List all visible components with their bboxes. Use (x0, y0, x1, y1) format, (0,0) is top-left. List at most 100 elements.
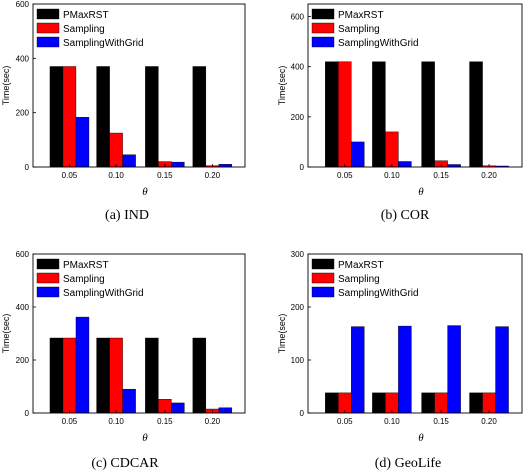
y-tick-label: 600 (291, 13, 305, 22)
legend-swatch (311, 272, 335, 284)
x-tick-label: 0.15 (433, 417, 449, 426)
x-tick-label: 0.20 (205, 171, 221, 180)
bar (372, 61, 386, 168)
x-tick-label: 0.10 (108, 171, 124, 180)
x-axis-label: θ (142, 186, 148, 198)
bar (145, 337, 159, 414)
legend-label: PMaxRST (338, 260, 384, 271)
x-tick-label: 0.10 (384, 171, 400, 180)
bar (96, 66, 110, 168)
bar (171, 161, 185, 168)
legend-swatch (36, 286, 60, 298)
panel-caption: (d) GeoLife (375, 456, 441, 470)
bar (398, 161, 412, 168)
x-axis-label: θ (418, 186, 424, 198)
y-tick-label: 200 (16, 356, 30, 365)
y-tick-label: 0 (25, 409, 30, 418)
y-tick-label: 200 (16, 109, 30, 118)
bar (469, 392, 483, 414)
bar (218, 407, 233, 414)
bar (351, 141, 365, 168)
legend-label: Sampling (63, 24, 105, 35)
x-tick-label: 0.05 (62, 417, 78, 426)
bar (109, 132, 123, 168)
x-tick-label: 0.05 (337, 417, 353, 426)
chart-panel-2: 0.05 0.10 0.15 0.20 0 200 400 600 Time(sec) θ PMax… (277, 3, 523, 223)
legend-label: PMaxRST (338, 10, 384, 21)
bar (325, 61, 339, 168)
chart-panel-3: 0.05 0.10 0.15 0.20 0 200 400 600 Time(sec) θ PMax… (1, 250, 246, 470)
x-tick-label: 0.05 (62, 171, 78, 180)
legend-label: SamplingWithGrid (63, 288, 144, 299)
bar (372, 392, 386, 414)
legend-swatch (36, 8, 60, 20)
bar (421, 61, 435, 168)
panel-caption: (c) CDCAR (91, 456, 159, 470)
chart-panel-1: 0.05 0.10 0.15 0.20 0 200 400 600 Time(sec) θ PMax… (1, 0, 246, 223)
bar (75, 117, 90, 168)
bar (469, 61, 483, 168)
y-axis-label: Time(sec) (277, 66, 287, 106)
bar (338, 392, 352, 414)
y-axis-label: Time(sec) (1, 66, 11, 106)
y-tick-label: 100 (291, 356, 305, 365)
y-tick-label: 400 (16, 303, 30, 312)
bar (62, 66, 77, 168)
bar (325, 392, 339, 414)
bar (145, 66, 159, 168)
legend-swatch (36, 22, 60, 34)
bar (495, 326, 509, 414)
bar (109, 337, 123, 414)
legend-swatch (311, 258, 335, 270)
bar (447, 325, 461, 414)
bar (351, 326, 365, 414)
y-axis-label: Time(sec) (277, 314, 287, 354)
legend-label: PMaxRST (63, 10, 109, 21)
legend-label: PMaxRST (63, 260, 109, 271)
legend-label: Sampling (63, 274, 105, 285)
y-tick-label: 400 (16, 54, 30, 63)
bar (338, 61, 352, 168)
y-tick-label: 300 (291, 250, 305, 259)
x-tick-label: 0.20 (481, 171, 497, 180)
bar (75, 316, 90, 414)
bar (192, 66, 207, 168)
chart-panel-4: 0.05 0.10 0.15 0.20 0 100 200 300 Time(sec) θ PMax… (277, 250, 523, 470)
bar (96, 337, 110, 414)
y-axis-label: Time(sec) (1, 314, 11, 354)
legend-swatch (311, 22, 335, 34)
legend-label: SamplingWithGrid (338, 288, 419, 299)
plot-frame (32, 253, 246, 414)
legend-label: SamplingWithGrid (63, 38, 144, 49)
x-tick-label: 0.20 (481, 417, 497, 426)
y-tick-label: 200 (291, 303, 305, 312)
legend-swatch (36, 36, 60, 48)
y-tick-label: 400 (291, 63, 305, 72)
panel-caption: (b) COR (381, 208, 430, 223)
panel-caption: (a) IND (105, 208, 149, 223)
legend-swatch (311, 36, 335, 48)
x-axis-label: θ (418, 432, 424, 444)
x-tick-label: 0.05 (337, 171, 353, 180)
plot-frame (32, 3, 246, 168)
legend-swatch (36, 272, 60, 284)
legend-label: SamplingWithGrid (338, 38, 419, 49)
y-tick-label: 0 (25, 163, 30, 172)
x-tick-label: 0.10 (384, 417, 400, 426)
bar (122, 154, 136, 168)
bar (122, 388, 136, 414)
bar (398, 325, 412, 414)
legend-label: Sampling (338, 274, 380, 285)
x-tick-label: 0.15 (157, 417, 173, 426)
x-axis-label: θ (142, 432, 148, 444)
legend-swatch (36, 258, 60, 270)
legend-label: Sampling (338, 24, 380, 35)
bar (192, 337, 207, 414)
y-tick-label: 0 (300, 163, 305, 172)
y-tick-label: 0 (300, 409, 305, 418)
bar (171, 402, 185, 414)
legend-swatch (311, 8, 335, 20)
bar (62, 337, 77, 414)
bar (49, 66, 64, 168)
